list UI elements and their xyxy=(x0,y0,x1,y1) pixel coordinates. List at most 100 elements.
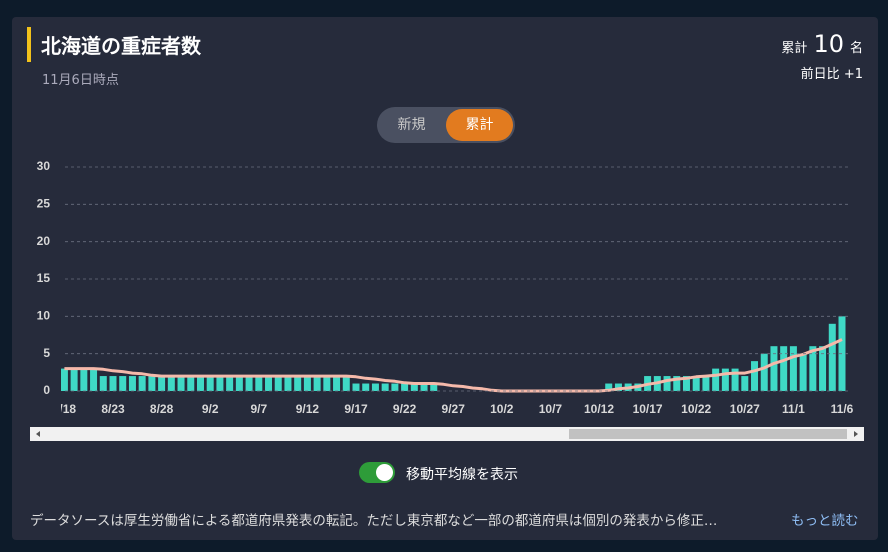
bar xyxy=(70,368,78,391)
bar xyxy=(420,383,428,391)
chart: 8/18 8/23 8/28 9/2 9/7 9/12 9/17 9/22 9/27 10/2 10… xyxy=(30,159,864,441)
bar xyxy=(401,383,409,391)
x-tick-label: 10/7 xyxy=(539,402,563,416)
y-tick-label: 30 xyxy=(37,159,51,173)
bar xyxy=(692,376,700,391)
bar xyxy=(138,376,146,391)
card xyxy=(12,17,878,540)
bar xyxy=(158,376,166,391)
bar xyxy=(206,376,214,391)
bar xyxy=(255,376,263,391)
bar xyxy=(770,346,778,391)
y-tick-label: 25 xyxy=(37,197,51,211)
bar xyxy=(682,376,690,391)
tab-group: 新規 累計 xyxy=(377,107,515,143)
x-tick-label: 10/27 xyxy=(730,402,760,416)
bar xyxy=(303,376,311,391)
bar xyxy=(177,376,185,391)
x-tick-label: 9/17 xyxy=(344,402,368,416)
x-tick-label: 9/2 xyxy=(202,402,219,416)
bar xyxy=(741,376,749,391)
bar xyxy=(712,368,720,391)
y-tick-label: 10 xyxy=(37,309,51,323)
bar xyxy=(216,376,224,391)
x-tick-label: 9/22 xyxy=(393,402,417,416)
bar xyxy=(352,383,360,391)
change-value: +1 xyxy=(843,67,863,82)
x-tick-label: 10/22 xyxy=(681,402,711,416)
bar xyxy=(109,376,117,391)
bar xyxy=(294,376,302,391)
bar xyxy=(61,368,68,391)
bar xyxy=(245,376,253,391)
tab-active[interactable]: 累計 xyxy=(446,109,513,141)
x-tick-label: 11/1 xyxy=(782,402,805,416)
bar xyxy=(167,376,175,391)
total-unit: 名 xyxy=(849,41,863,56)
scroll-thumb[interactable] xyxy=(569,429,847,439)
toggle-label: 移動平均線を表示 xyxy=(406,467,518,483)
accent-bar xyxy=(27,27,31,62)
bar xyxy=(789,346,797,391)
total-value: 10 xyxy=(813,30,844,58)
bar xyxy=(284,376,292,391)
bar xyxy=(333,376,341,391)
tab[interactable]: 新規 xyxy=(397,117,426,133)
x-tick-label: 9/27 xyxy=(442,402,466,416)
title: 北海道の重症者数 xyxy=(41,34,201,58)
scroll-right[interactable] xyxy=(854,431,858,437)
bar xyxy=(381,383,389,391)
x-tick-label: 10/2 xyxy=(490,402,514,416)
x-tick-label: 9/12 xyxy=(296,402,320,416)
bar xyxy=(323,376,331,391)
bar xyxy=(410,383,418,391)
y-tick-label: 15 xyxy=(37,271,51,285)
change: 前日比 +1 xyxy=(801,63,863,82)
bar xyxy=(760,353,768,391)
bar xyxy=(731,368,739,391)
bar xyxy=(430,383,438,391)
bar xyxy=(226,376,234,391)
bar xyxy=(828,323,836,391)
bar xyxy=(673,376,681,391)
bar xyxy=(119,376,127,391)
bar xyxy=(371,383,379,391)
read-more[interactable]: もっと読む xyxy=(791,513,859,529)
toggle-knob xyxy=(376,464,393,481)
scroll-left[interactable] xyxy=(36,431,40,437)
y-tick-label: 5 xyxy=(43,346,50,360)
bar xyxy=(809,346,817,391)
bar xyxy=(702,376,710,391)
bar xyxy=(362,383,370,391)
total: 累計 10 名 xyxy=(781,30,863,58)
bar xyxy=(819,346,827,391)
bar xyxy=(751,361,759,391)
bar xyxy=(90,368,98,391)
total-label: 累計 xyxy=(781,41,808,56)
footer-text: データソースは厚生労働省による都道府県発表の転記。ただし東京都など一部の都道府県… xyxy=(30,513,718,529)
moving-average-line xyxy=(64,338,843,393)
x-tick-label: 9/7 xyxy=(250,402,267,416)
x-tick-label: 10/17 xyxy=(633,402,663,416)
y-tick-label: 20 xyxy=(37,234,51,248)
bar xyxy=(721,368,729,391)
bar xyxy=(196,376,204,391)
x-tick-label: 10/12 xyxy=(584,402,614,416)
bar xyxy=(99,376,107,391)
bar xyxy=(187,376,195,391)
bar xyxy=(235,376,243,391)
bar xyxy=(614,383,622,391)
bar xyxy=(80,368,88,391)
bar xyxy=(391,383,399,391)
subtitle: 11月6日時点 xyxy=(42,73,119,88)
y-tick-label: 0 xyxy=(43,383,50,397)
bar xyxy=(342,376,350,391)
toggle[interactable] xyxy=(359,462,395,483)
bar xyxy=(780,346,788,391)
x-tick-label: 8/18 xyxy=(53,402,77,416)
bar xyxy=(313,376,321,391)
bar xyxy=(274,376,282,391)
x-tick-label: 8/28 xyxy=(150,402,174,416)
bar xyxy=(605,383,613,391)
